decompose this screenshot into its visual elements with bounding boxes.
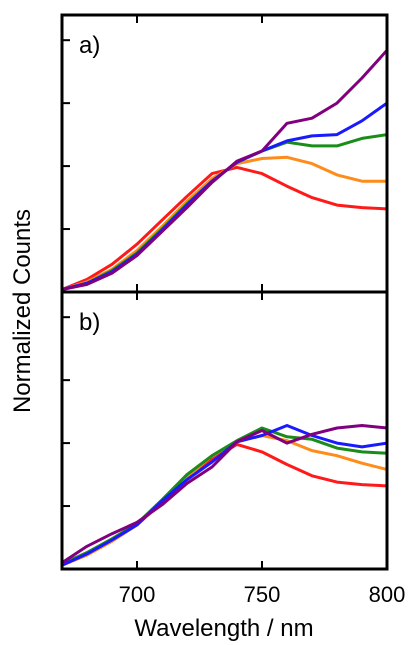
panel-a-label: a): [79, 32, 100, 59]
x-tick-label-750: 750: [244, 582, 281, 607]
panel-a-frame: [62, 15, 387, 292]
panel-b: 700 750 800 b): [62, 292, 405, 607]
panel-b-series-red-line: [62, 444, 387, 564]
panel-a-series-purple-line: [62, 50, 387, 289]
panel-b-frame: [62, 292, 387, 569]
x-axis-label: Wavelength / nm: [134, 615, 313, 642]
y-axis-label: Normalized Counts: [9, 209, 36, 413]
panel-a: a): [62, 15, 387, 292]
x-tick-label-700: 700: [119, 582, 156, 607]
panel-a-series-blue-line: [62, 103, 387, 289]
panel-b-label: b): [79, 309, 100, 336]
x-tick-label-800: 800: [369, 582, 406, 607]
